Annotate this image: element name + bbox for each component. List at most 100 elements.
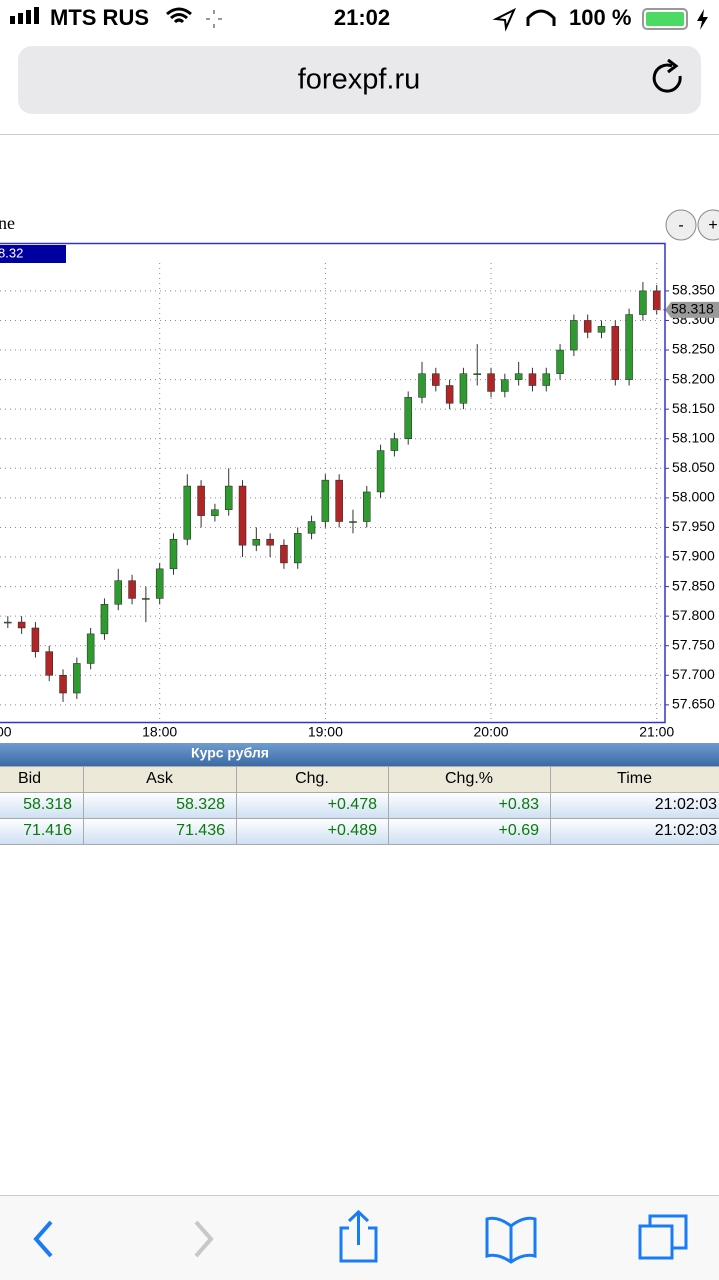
candle-body [390,438,399,451]
column-header: Time [617,770,652,787]
candle-body [514,373,523,380]
table-cell: 21:02:03 [655,796,717,813]
y-tick-label: 58.150 [672,400,715,416]
url[interactable]: forexpf.ru [298,64,421,96]
y-tick-label: 57.650 [672,696,715,712]
table-cell: 71.436 [176,822,225,839]
table-cell: 58.328 [176,796,225,813]
y-tick-label: 57.850 [672,577,715,593]
candle-body [197,485,205,516]
candle-body [183,485,192,540]
candle-body [266,539,274,546]
clock: 21:02 [334,5,390,30]
y-tick-label: 58.250 [672,341,715,357]
candle-body [597,326,606,333]
candle-body [169,539,178,570]
column-header: Bid [18,770,41,787]
quote-table: Курс рубля Bid Ask Chg. Chg.% Time 58.318 58.3… [0,743,719,845]
candle-body [432,373,440,386]
status-bar: MTS RUS 21:02 100 % [10,5,708,32]
tabs-button[interactable] [638,1214,688,1260]
battery-percent: 100 % [569,5,631,30]
carrier: MTS RUS [50,5,149,30]
candle-body [473,373,481,375]
candle-body [128,580,136,599]
reload-button[interactable] [652,63,682,93]
candle-body [459,373,468,404]
table-cell: +0.478 [328,796,377,813]
current-price-label: 58.318 [671,301,714,317]
forward-button[interactable] [194,1220,214,1258]
headphones-icon [526,9,556,26]
zoom-out-label[interactable]: - [678,217,683,234]
activity-icon [206,10,222,28]
candle-body [639,290,647,315]
chart-title: ne [0,213,15,233]
share-button[interactable] [339,1209,378,1263]
candle-body [45,651,53,676]
candle-body [625,314,633,380]
x-tick-label: 19:00 [308,724,343,740]
reload-arrow [667,58,679,74]
candle-body [59,675,67,694]
table-cell: 58.318 [23,796,72,813]
y-tick-label: 58.350 [672,282,715,298]
back-button[interactable] [33,1220,53,1258]
candle-body [542,373,551,386]
signal [10,16,15,24]
candle-body [114,580,123,605]
plot-frame [0,242,666,724]
candle-body [487,373,495,392]
battery-icon [642,8,688,30]
candle-body [238,485,247,546]
candle-body [211,509,219,516]
y-tick-label: 57.750 [672,636,715,652]
candle-body [570,320,578,351]
charging-icon [697,9,708,30]
table-title: Курс рубля [191,745,269,761]
table-cell: +0.69 [499,822,540,839]
bookmarks-button[interactable] [485,1216,537,1264]
table-header-row [0,766,719,792]
zoom-in[interactable]: + [697,209,719,241]
candle-body [280,544,288,564]
candle-body [142,598,150,600]
battery-level [646,12,684,26]
candle-body [307,521,316,534]
table-cell: +0.489 [328,822,377,839]
table-row [0,818,719,844]
candle-body [100,604,109,635]
y-tick-label: 58.050 [672,459,715,475]
candle-body [418,373,426,398]
table-cell: 21:02:03 [655,822,717,839]
url-bar[interactable] [18,46,701,114]
zoom-out[interactable]: - [665,209,697,241]
chart: 57.650 57.700 57.750 57.800 57.850 57.900 57.9… [0,263,719,740]
candle-body [349,521,357,523]
y-tick-label: 58.200 [672,370,715,386]
candle-body [155,568,164,599]
zoom-in-label[interactable]: + [708,217,717,234]
signal [18,13,23,24]
candle-body [73,663,81,694]
candle-body [293,533,302,564]
x-tick-label: 21:00 [639,724,674,740]
signal [26,10,31,24]
table-row [0,792,719,818]
column-header: Ask [146,770,174,787]
candle-body [86,633,95,664]
candle-body [335,479,343,522]
y-tick-label: 58.100 [672,429,715,445]
candle-body [224,485,233,510]
y-tick-label: 58.000 [672,489,715,505]
candle-body [611,326,620,380]
y-tick-label: 57.900 [672,548,715,564]
candle-body [31,627,40,652]
candle-body [404,397,412,439]
x-tick-label: 20:00 [474,724,509,740]
candle-body [583,320,592,333]
column-header: Chg.% [445,770,493,787]
price-box-label: 8.32 [0,245,23,260]
candle-body [652,290,661,311]
